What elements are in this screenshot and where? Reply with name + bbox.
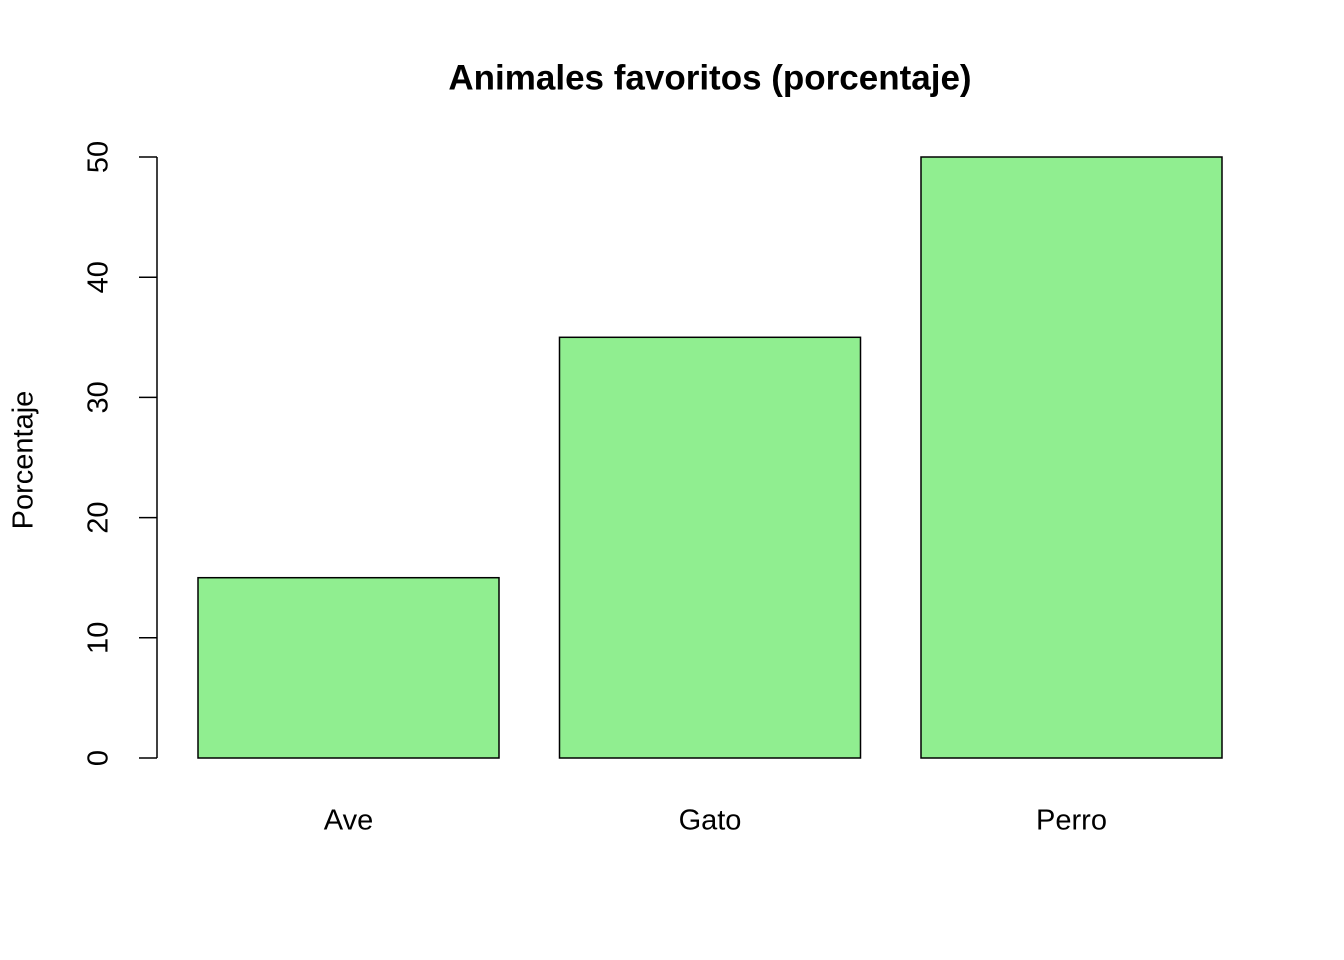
bar	[197, 576, 500, 759]
y-tick-label: 40	[83, 261, 115, 293]
y-tick-label: 50	[83, 141, 115, 173]
y-tick-label: 30	[83, 381, 115, 413]
x-tick-label: Ave	[324, 805, 373, 837]
y-tick-label: 20	[83, 501, 115, 533]
x-tick-label: Perro	[1036, 805, 1107, 837]
y-tick-label: 10	[83, 622, 115, 654]
y-tick-label: 0	[83, 750, 115, 766]
y-axis-label: Porcentaje	[8, 391, 40, 530]
bar	[558, 336, 862, 759]
bar	[920, 156, 1223, 759]
chart-title: Animales favoritos (porcentaje)	[448, 58, 971, 97]
x-tick-label: Gato	[679, 805, 742, 837]
